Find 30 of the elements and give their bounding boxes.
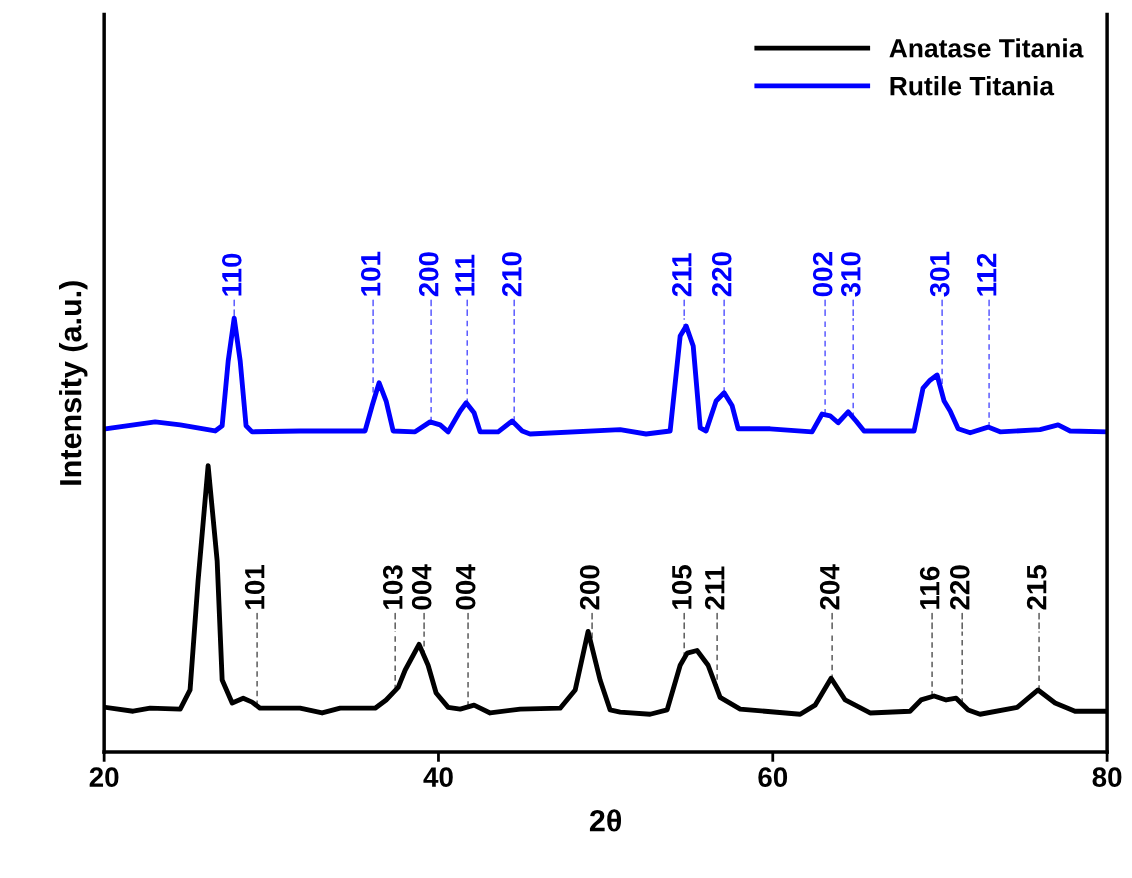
y-axis-title: Intensity (a.u.) (58, 281, 88, 485)
annotation: 310 (840, 252, 861, 297)
annotation: 101 (360, 251, 381, 296)
annotation: 220 (949, 565, 970, 610)
annotation: 204 (819, 564, 840, 610)
annotation: 112 (976, 253, 997, 296)
annotation: 215 (1026, 565, 1047, 610)
annotation: 101 (244, 565, 265, 609)
legend-label: Rutile Titania (890, 76, 1055, 96)
annotation: 111 (455, 254, 475, 296)
annotation: 105 (671, 565, 692, 609)
annotation: 004 (411, 564, 432, 610)
x-tick-label: 20 (89, 767, 119, 787)
annotation: 110 (221, 253, 242, 296)
annotation: 211 (671, 253, 692, 297)
annotation: 210 (501, 252, 522, 297)
annotation: 103 (382, 565, 403, 609)
x-tick-label: 40 (423, 767, 453, 787)
annotation: 200 (418, 252, 439, 297)
x-tick-label: 80 (1092, 767, 1122, 787)
annotation: 116 (919, 566, 940, 609)
annotation: 220 (711, 252, 732, 297)
annotation: 301 (929, 251, 950, 297)
annotation: 004 (455, 564, 476, 610)
x-axis-title: 2θ (589, 809, 622, 832)
annotation: 002 (812, 252, 833, 297)
annotation: 200 (579, 565, 600, 610)
x-tick-label: 60 (758, 767, 788, 787)
annotation: 211 (704, 566, 725, 610)
legend-label: Anatase Titania (889, 38, 1084, 58)
